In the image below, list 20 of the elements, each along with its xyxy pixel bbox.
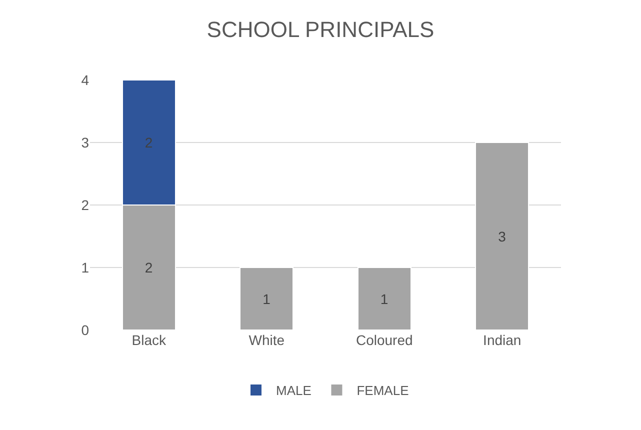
y-tick-label: 0 <box>81 322 90 338</box>
x-tick-label: White <box>248 332 285 348</box>
legend-label: FEMALE <box>356 383 410 398</box>
chart-title: SCHOOL PRINCIPALS <box>206 16 434 42</box>
data-label: 1 <box>262 290 271 307</box>
data-label: 1 <box>380 290 388 307</box>
legend-label: MALE <box>276 383 312 398</box>
y-tick-label: 3 <box>81 134 90 150</box>
x-tick-label: Coloured <box>356 332 413 348</box>
bar <box>475 142 530 330</box>
y-tick-label: 1 <box>81 259 90 276</box>
bar <box>240 267 294 330</box>
data-label: 3 <box>498 228 506 244</box>
y-tick-label: 4 <box>81 72 90 88</box>
data-label: 2 <box>144 134 153 150</box>
x-tick-label: Black <box>132 332 167 348</box>
x-tick-label: Indian <box>483 332 522 348</box>
data-label: 2 <box>144 260 153 276</box>
y-tick-label: 2 <box>81 196 90 213</box>
bar <box>357 267 412 330</box>
